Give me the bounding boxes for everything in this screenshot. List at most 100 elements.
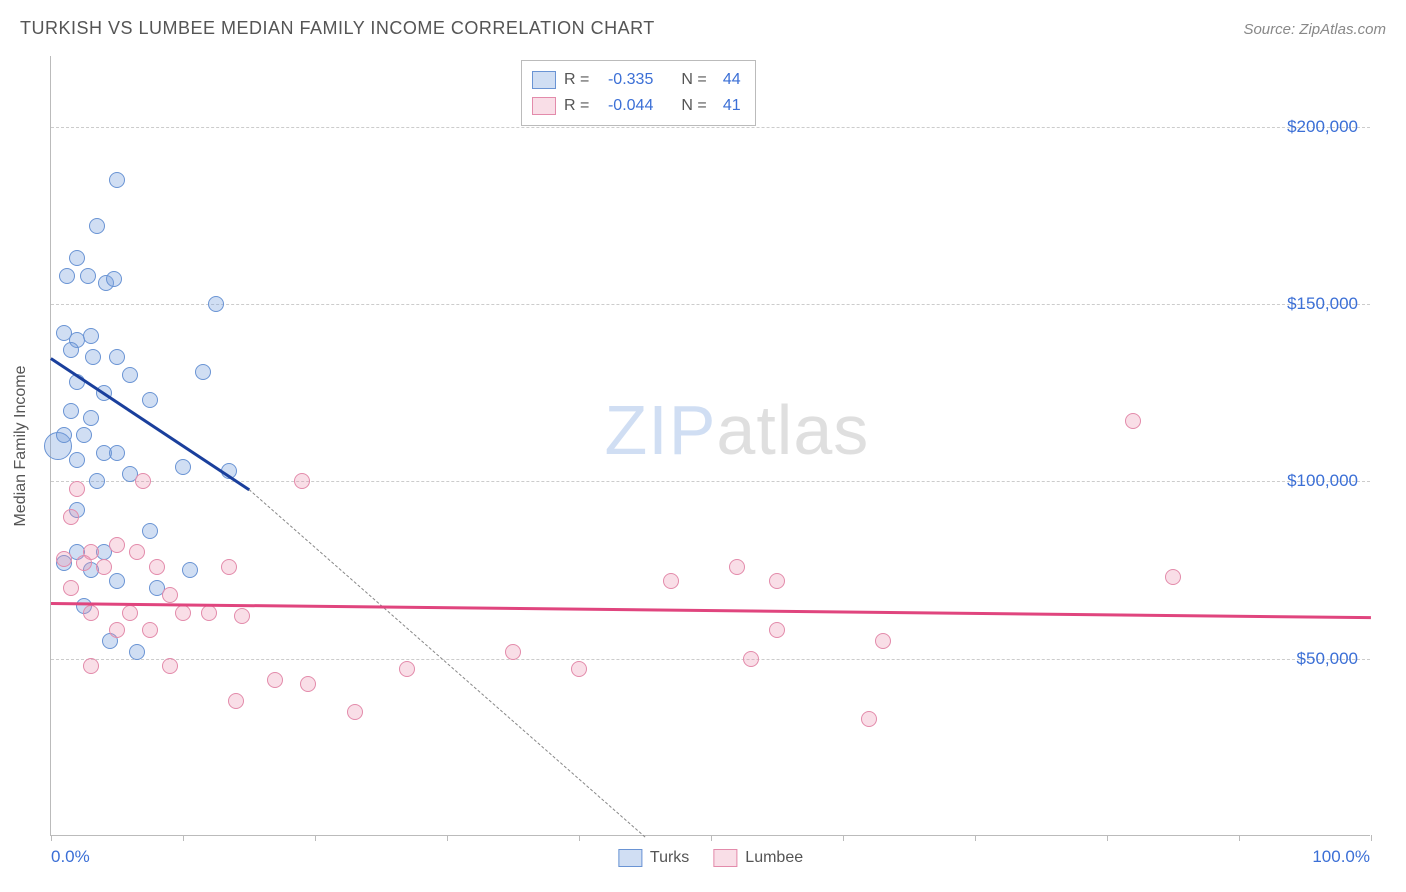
scatter-point: [89, 473, 105, 489]
legend-n-label: N =: [681, 93, 706, 119]
scatter-point: [347, 704, 363, 720]
source-attribution: Source: ZipAtlas.com: [1243, 21, 1386, 38]
scatter-point: [861, 711, 877, 727]
scatter-point: [63, 580, 79, 596]
scatter-point: [76, 555, 92, 571]
gridline-horizontal: [51, 304, 1370, 305]
legend-r-value: -0.044: [597, 93, 653, 119]
scatter-point: [83, 328, 99, 344]
scatter-point: [1125, 413, 1141, 429]
scatter-point: [142, 392, 158, 408]
scatter-point: [89, 218, 105, 234]
scatter-point: [63, 403, 79, 419]
scatter-point: [83, 658, 99, 674]
scatter-point: [875, 633, 891, 649]
chart-title: TURKISH VS LUMBEE MEDIAN FAMILY INCOME C…: [20, 18, 655, 39]
legend-r-value: -0.335: [597, 67, 653, 93]
y-tick-label: $100,000: [1287, 471, 1358, 491]
correlation-legend: R = -0.335 N = 44 R = -0.044 N = 41: [521, 60, 756, 126]
scatter-point: [195, 364, 211, 380]
x-axis-min-label: 0.0%: [51, 847, 90, 867]
scatter-point: [56, 551, 72, 567]
legend-r-label: R =: [564, 93, 589, 119]
x-tick: [447, 835, 448, 841]
x-tick: [1371, 835, 1372, 841]
scatter-point: [109, 537, 125, 553]
scatter-point: [663, 573, 679, 589]
legend-swatch: [618, 849, 642, 867]
scatter-point: [221, 559, 237, 575]
scatter-point: [175, 605, 191, 621]
plot-area: Median Family Income ZIPatlas R =-0.335N…: [50, 56, 1370, 836]
scatter-point: [228, 693, 244, 709]
scatter-point: [63, 342, 79, 358]
scatter-point: [182, 562, 198, 578]
scatter-point: [135, 473, 151, 489]
legend-swatch: [532, 97, 556, 115]
gridline-horizontal: [51, 127, 1370, 128]
legend-series-name: Turks: [650, 849, 689, 867]
scatter-point: [69, 452, 85, 468]
scatter-point: [56, 427, 72, 443]
scatter-point: [76, 427, 92, 443]
scatter-point: [83, 410, 99, 426]
legend-series-name: Lumbee: [745, 849, 803, 867]
scatter-point: [162, 658, 178, 674]
legend-swatch: [532, 71, 556, 89]
scatter-point: [505, 644, 521, 660]
scatter-point: [69, 481, 85, 497]
title-bar: TURKISH VS LUMBEE MEDIAN FAMILY INCOME C…: [20, 18, 1386, 39]
x-tick: [1239, 835, 1240, 841]
scatter-point: [129, 544, 145, 560]
legend-n-label: N =: [681, 67, 706, 93]
scatter-point: [109, 172, 125, 188]
y-axis-label: Median Family Income: [12, 365, 30, 526]
scatter-point: [63, 509, 79, 525]
legend-item: Turks: [618, 849, 689, 867]
x-tick: [579, 835, 580, 841]
scatter-point: [399, 661, 415, 677]
scatter-point: [142, 523, 158, 539]
x-tick: [843, 835, 844, 841]
scatter-point: [234, 608, 250, 624]
x-axis-max-label: 100.0%: [1312, 847, 1370, 867]
scatter-point: [300, 676, 316, 692]
legend-item: Lumbee: [713, 849, 803, 867]
scatter-point: [109, 622, 125, 638]
scatter-point: [122, 367, 138, 383]
scatter-point: [1165, 569, 1181, 585]
x-tick: [51, 835, 52, 841]
trendline-extrapolated: [249, 489, 646, 837]
scatter-point: [85, 349, 101, 365]
legend-row: R = -0.044 N = 41: [532, 93, 741, 119]
x-tick: [711, 835, 712, 841]
scatter-point: [109, 573, 125, 589]
scatter-point: [267, 672, 283, 688]
scatter-point: [149, 559, 165, 575]
scatter-point: [769, 573, 785, 589]
scatter-point: [743, 651, 759, 667]
y-tick-label: $150,000: [1287, 294, 1358, 314]
legend-n-value: 41: [715, 93, 741, 119]
scatter-point: [729, 559, 745, 575]
scatter-point: [294, 473, 310, 489]
scatter-point: [83, 605, 99, 621]
legend-n-value: 44: [715, 67, 741, 93]
watermark-part2: atlas: [716, 391, 869, 469]
scatter-point: [142, 622, 158, 638]
scatter-point: [571, 661, 587, 677]
x-tick: [183, 835, 184, 841]
watermark: ZIPatlas: [604, 390, 869, 470]
scatter-point: [208, 296, 224, 312]
scatter-point: [69, 250, 85, 266]
scatter-point: [129, 644, 145, 660]
scatter-point: [106, 271, 122, 287]
legend-r-label: R =: [564, 67, 589, 93]
gridline-horizontal: [51, 481, 1370, 482]
x-tick: [1107, 835, 1108, 841]
series-legend: Turks Lumbee: [618, 849, 803, 867]
scatter-point: [175, 459, 191, 475]
scatter-point: [122, 605, 138, 621]
trendline: [50, 358, 249, 491]
y-tick-label: $50,000: [1297, 649, 1358, 669]
